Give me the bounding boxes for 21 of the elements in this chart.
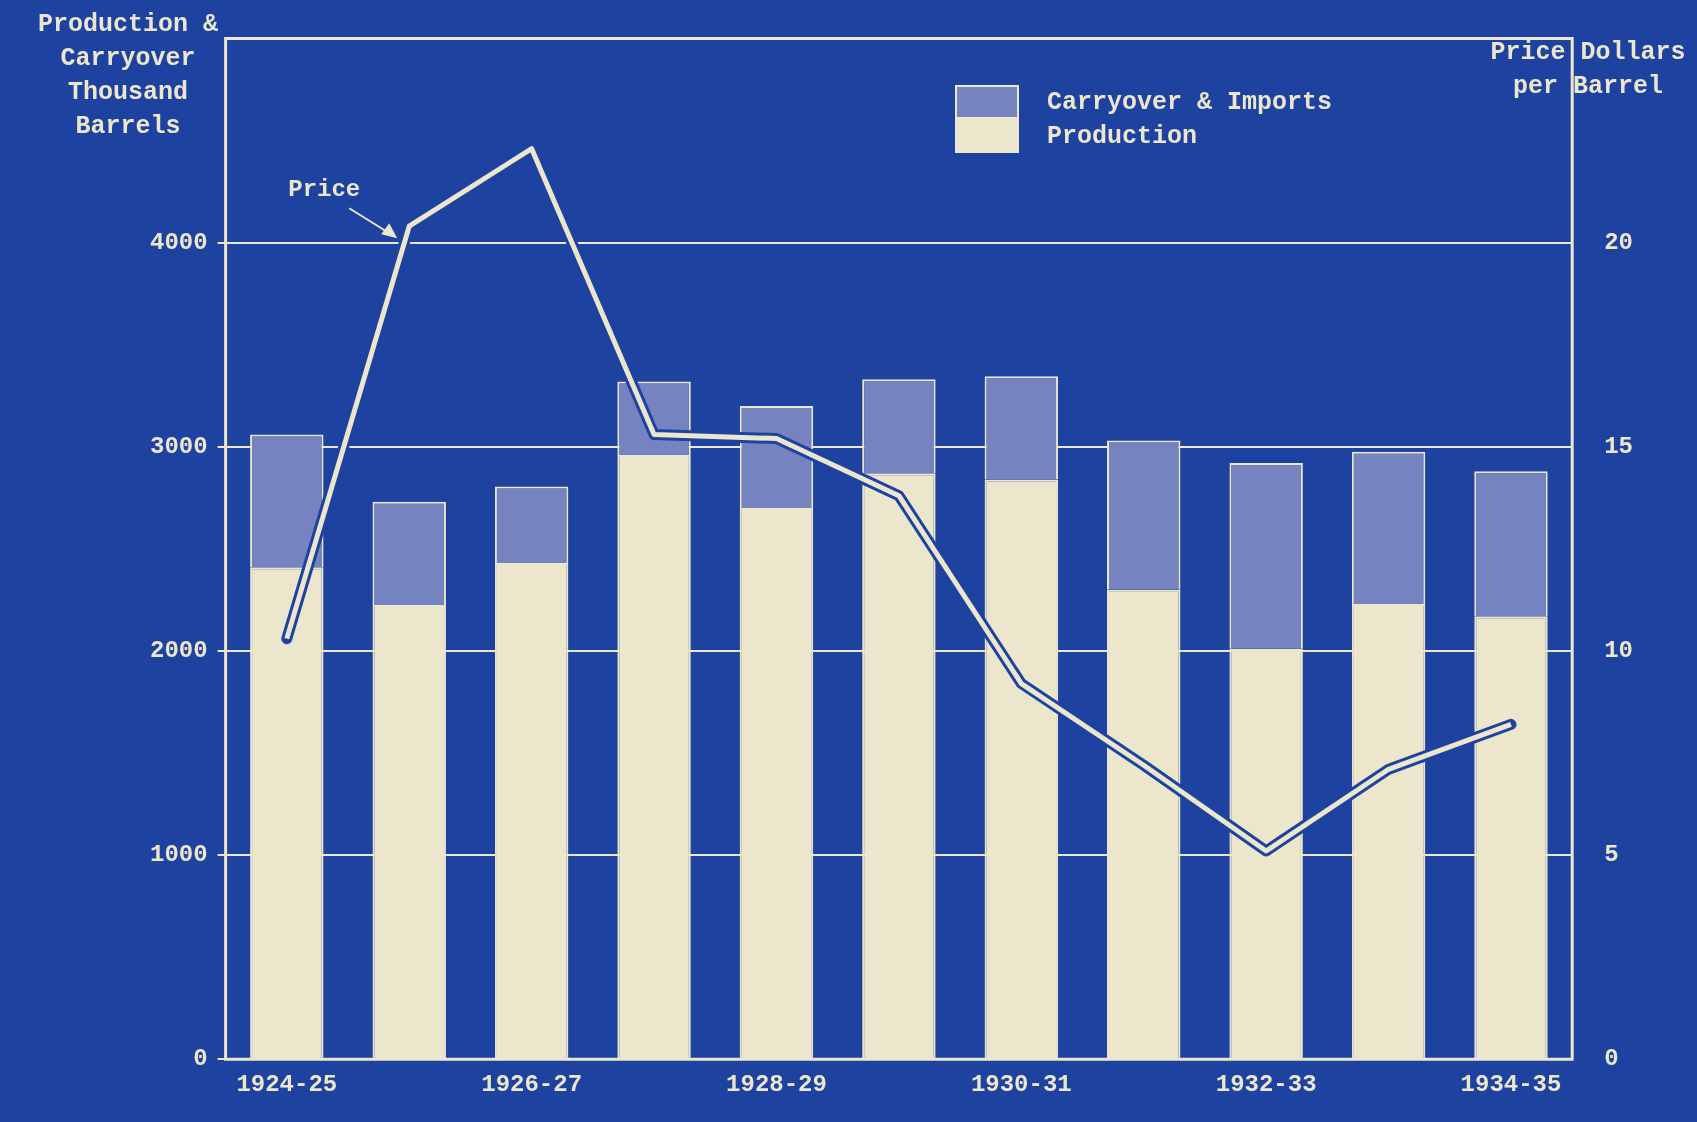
x-tick-label: 1934-35 <box>1460 1070 1562 1098</box>
y2-tick-label: 15 <box>1604 432 1634 460</box>
y-axis-title: Production & Carryover Thousand Barrels <box>37 9 219 143</box>
x-tick-label: 1924-25 <box>236 1070 338 1098</box>
y2-tick-label: 0 <box>1604 1045 1619 1073</box>
y-tick-label: 2000 <box>150 636 208 664</box>
x-tick-label: 1932-33 <box>1215 1070 1317 1098</box>
y-tick-label: 0 <box>193 1045 208 1073</box>
legend-label: Carryover & Imports <box>1047 87 1333 117</box>
x-tick-label: 1930-31 <box>970 1070 1072 1098</box>
y-tick-label: 1000 <box>150 841 208 869</box>
y2-tick-label: 10 <box>1604 636 1634 664</box>
y2-axis-title: Price Dollars per Barrel <box>1489 37 1687 103</box>
legend-label: Production <box>1047 121 1198 151</box>
text: Price <box>288 176 361 204</box>
x-tick-label: 1926-27 <box>481 1070 583 1098</box>
y2-tick-label: 20 <box>1604 228 1634 256</box>
y-tick-label: 4000 <box>150 228 208 256</box>
y2-tick-label: 5 <box>1604 841 1619 869</box>
x-tick-label: 1928-29 <box>726 1070 827 1098</box>
y-tick-label: 3000 <box>150 432 208 460</box>
